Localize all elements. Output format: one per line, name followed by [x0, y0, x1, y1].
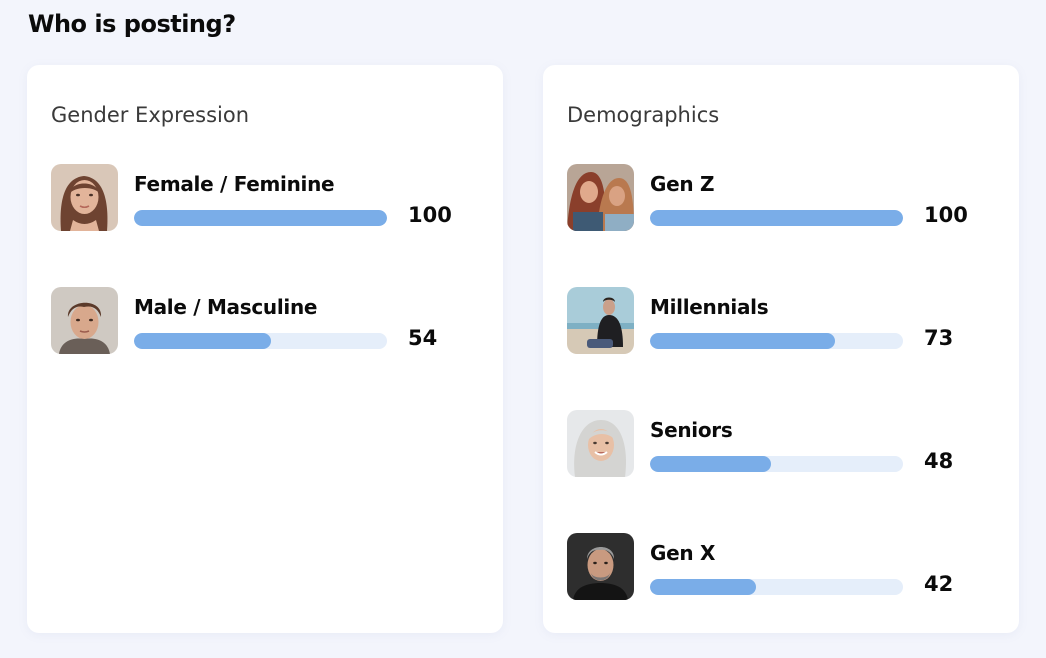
demographics-row-seniors: Seniors 48: [567, 410, 987, 478]
gender-value-female: 100: [408, 203, 452, 227]
demographics-card-title: Demographics: [567, 103, 720, 127]
gender-card-title: Gender Expression: [51, 103, 250, 127]
gender-value-male: 54: [408, 326, 438, 350]
demographics-label-gen-x: Gen X: [650, 541, 716, 565]
gen-z-photo-icon: [567, 164, 634, 231]
millennial-photo-icon: [567, 287, 634, 354]
gender-row-female: Female / Feminine 100: [51, 164, 471, 232]
demographics-value-gen-z: 100: [924, 203, 968, 227]
demographics-value-seniors: 48: [924, 449, 954, 473]
demographics-label-gen-z: Gen Z: [650, 172, 715, 196]
demographics-bar-gen-z: [650, 210, 903, 226]
demographics-bar-seniors: [650, 456, 903, 472]
demographics-value-gen-x: 42: [924, 572, 954, 596]
man-portrait-icon: [51, 287, 118, 354]
demographics-card: Demographics Gen Z 100: [543, 65, 1019, 633]
gender-bar-female: [134, 210, 387, 226]
gender-bar-male: [134, 333, 387, 349]
gender-row-male: Male / Masculine 54: [51, 287, 471, 355]
demographics-bar-millennials: [650, 333, 903, 349]
demographics-label-millennials: Millennials: [650, 295, 769, 319]
demographics-row-millennials: Millennials 73: [567, 287, 987, 355]
demographics-label-seniors: Seniors: [650, 418, 733, 442]
senior-photo-icon: [567, 410, 634, 477]
demographics-row-gen-z: Gen Z 100: [567, 164, 987, 232]
gen-x-photo-icon: [567, 533, 634, 600]
woman-portrait-icon: [51, 164, 118, 231]
demographics-row-gen-x: Gen X 42: [567, 533, 987, 601]
gender-expression-card: Gender Expression Female / Feminine 100: [27, 65, 503, 633]
page-title: Who is posting?: [28, 10, 236, 38]
demographics-value-millennials: 73: [924, 326, 954, 350]
demographics-bar-gen-x: [650, 579, 903, 595]
gender-label-male: Male / Masculine: [134, 295, 318, 319]
gender-label-female: Female / Feminine: [134, 172, 335, 196]
